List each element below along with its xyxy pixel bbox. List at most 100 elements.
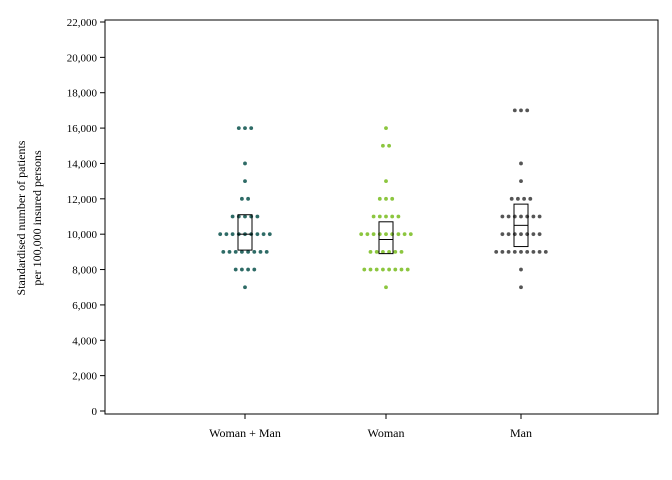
data-point (252, 249, 257, 254)
data-point (362, 267, 367, 272)
data-point (374, 249, 379, 254)
data-point (519, 179, 523, 184)
data-point (381, 143, 385, 148)
y-tick-label: 14,000 (67, 158, 98, 170)
data-point (233, 249, 238, 254)
data-point (519, 285, 523, 290)
data-point (384, 214, 388, 219)
y-axis-title-line-2: per 100,000 insured persons (30, 150, 44, 286)
data-point (390, 196, 395, 201)
data-point (227, 249, 232, 254)
data-point (390, 214, 395, 219)
data-point (519, 214, 523, 219)
data-point (525, 214, 530, 219)
data-point (387, 249, 391, 254)
data-point (381, 249, 385, 254)
data-point (258, 249, 263, 254)
y-axis: 0 2,000 4,000 6,000 8,000 10,000 12,000 14,000 1… (67, 17, 105, 418)
data-point (537, 214, 542, 219)
x-axis: Woman + Man Woman Man (209, 414, 532, 440)
data-point (531, 214, 536, 219)
data-point (218, 232, 223, 237)
data-point (512, 214, 517, 219)
data-point (230, 232, 235, 237)
data-point (399, 249, 404, 254)
data-point (402, 232, 407, 237)
y-tick-label: 10,000 (67, 229, 98, 241)
data-point (525, 232, 530, 237)
data-point (384, 179, 388, 184)
y-tick-label: 12,000 (67, 194, 98, 206)
data-point (368, 249, 373, 254)
data-points (218, 108, 548, 290)
boxes (237, 203, 529, 255)
y-axis-title: Standardised number of patients per 100,… (14, 140, 44, 295)
y-tick-label: 18,000 (67, 88, 98, 100)
y-axis-title-line-1: Standardised number of patients (14, 140, 28, 295)
y-tick-label: 6,000 (72, 300, 97, 312)
data-point (365, 232, 370, 237)
data-point (243, 161, 247, 166)
data-point (387, 143, 391, 148)
data-point (525, 249, 530, 254)
data-point (500, 232, 505, 237)
data-point (384, 196, 388, 201)
y-tick-label: 0 (92, 406, 98, 418)
data-point (519, 232, 523, 237)
data-point (531, 232, 536, 237)
y-tick-label: 2,000 (72, 371, 97, 383)
data-point (528, 196, 533, 201)
data-point (494, 249, 499, 254)
data-point (522, 196, 526, 201)
data-point (240, 196, 244, 201)
data-point (236, 126, 241, 130)
data-point (387, 267, 391, 272)
data-point (390, 232, 395, 237)
data-point (252, 267, 257, 272)
data-point (261, 232, 266, 237)
data-point (255, 232, 260, 237)
data-point (393, 249, 398, 254)
data-point (255, 214, 260, 219)
data-point (500, 249, 505, 254)
data-point (506, 232, 511, 237)
data-point (506, 249, 511, 254)
data-point (368, 267, 373, 272)
data-point (240, 267, 244, 272)
data-point (384, 126, 388, 130)
data-point (519, 108, 523, 113)
data-point (243, 285, 247, 290)
data-point (246, 249, 251, 254)
y-tick-label: 16,000 (67, 123, 98, 135)
data-point (405, 267, 410, 272)
data-point (371, 232, 376, 237)
data-point (519, 267, 523, 272)
iqr-box (378, 221, 394, 255)
x-category-label: Woman (367, 426, 404, 440)
data-point (246, 196, 251, 201)
data-point (243, 126, 247, 130)
data-point (512, 108, 517, 113)
data-point (377, 214, 382, 219)
data-point (525, 108, 530, 113)
data-point (512, 232, 517, 237)
data-point (393, 267, 398, 272)
data-point (396, 214, 401, 219)
x-category-label: Man (510, 426, 532, 440)
y-tick-label: 22,000 (67, 17, 98, 29)
iqr-box (237, 214, 253, 251)
data-point (246, 267, 251, 272)
data-point (371, 214, 376, 219)
data-point (377, 196, 382, 201)
data-point (221, 249, 226, 254)
data-point (384, 232, 388, 237)
data-point (519, 161, 523, 166)
y-tick-label: 4,000 (72, 335, 97, 347)
x-category-label: Woman + Man (209, 426, 281, 440)
plot-frame (104, 19, 659, 415)
y-tick-label: 8,000 (72, 265, 97, 277)
data-point (249, 126, 254, 130)
data-point (396, 232, 401, 237)
data-point (264, 249, 269, 254)
